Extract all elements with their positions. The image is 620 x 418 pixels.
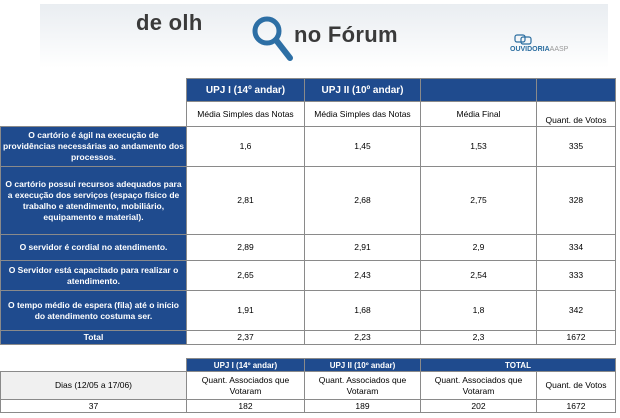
sub-header: Média Simples das Notas bbox=[186, 101, 305, 127]
logo-text-part2: no Fórum bbox=[294, 22, 398, 47]
value-cell: 1,8 bbox=[420, 290, 537, 331]
table-row: O Servidor está capacitado para realizar… bbox=[0, 260, 616, 291]
ouvidoria-text: OUVIDORIA bbox=[510, 46, 550, 53]
value-cell: 2,54 bbox=[420, 260, 537, 291]
value-cell: 37 bbox=[0, 399, 187, 413]
speech-bubble-icon bbox=[514, 34, 532, 45]
sub-header: Quant. de Votos bbox=[536, 101, 616, 127]
table-row: O cartório é ágil na execução de providê… bbox=[0, 126, 616, 167]
question-label: O cartório é ágil na execução de providê… bbox=[0, 126, 187, 167]
value-cell: 333 bbox=[536, 260, 616, 291]
sub-header: Quant. de Votos bbox=[535, 371, 617, 400]
value-cell: 334 bbox=[536, 234, 616, 261]
col-header-upj2: UPJ II (10º andar) bbox=[304, 78, 421, 102]
total-label: Total bbox=[0, 330, 187, 345]
value-cell: 2,68 bbox=[304, 166, 421, 235]
ouvidoria-logo: OUVIDORIAAASP bbox=[510, 46, 568, 53]
total-value: 2,37 bbox=[186, 330, 305, 345]
table-row: O servidor é cordial no atendimento. 2,8… bbox=[0, 234, 616, 261]
sub-header: Quant. Associados que Votaram bbox=[186, 371, 305, 400]
empty-corner bbox=[0, 358, 187, 372]
question-label: O servidor é cordial no atendimento. bbox=[0, 234, 187, 261]
question-label: O Servidor está capacitado para realizar… bbox=[0, 260, 187, 291]
value-cell: 189 bbox=[304, 399, 421, 413]
col-header-blank bbox=[420, 78, 537, 102]
table-row: O cartório possui recursos adequados par… bbox=[0, 166, 616, 235]
value-cell: 1,6 bbox=[186, 126, 305, 167]
value-cell: 328 bbox=[536, 166, 616, 235]
col-header-upj2: UPJ II (10º andar) bbox=[304, 358, 421, 372]
logo-text-part1: de olh bbox=[136, 10, 203, 35]
empty-corner bbox=[0, 101, 187, 127]
value-cell: 335 bbox=[536, 126, 616, 167]
question-label: O cartório possui recursos adequados par… bbox=[0, 166, 187, 235]
total-value: 2,3 bbox=[420, 330, 537, 345]
total-row: Total 2,37 2,23 2,3 1672 bbox=[0, 330, 616, 345]
sub-header: Média Final bbox=[420, 101, 537, 127]
value-cell: 342 bbox=[536, 290, 616, 331]
col-header-upj1: UPJ I (14º andar) bbox=[186, 78, 305, 102]
empty-corner bbox=[0, 78, 187, 102]
value-cell: 2,75 bbox=[420, 166, 537, 235]
value-cell: 1672 bbox=[535, 399, 617, 413]
value-cell: 2,91 bbox=[304, 234, 421, 261]
value-cell: 182 bbox=[186, 399, 305, 413]
value-cell: 1,53 bbox=[420, 126, 537, 167]
sub-header: Quant. Associados que Votaram bbox=[304, 371, 421, 400]
ouvidoria-suffix: AASP bbox=[549, 46, 569, 53]
header-banner bbox=[40, 4, 608, 68]
evaluation-table: UPJ I (14º andar) UPJ II (10º andar) Méd… bbox=[0, 78, 616, 345]
value-cell: 2,89 bbox=[186, 234, 305, 261]
magnifier-icon bbox=[252, 16, 293, 61]
value-cell: 1,68 bbox=[304, 290, 421, 331]
col-header-blank bbox=[536, 78, 616, 102]
col-header-total: TOTAL bbox=[419, 358, 617, 372]
table-row: O tempo médio de espera (fila) até o iní… bbox=[0, 290, 616, 331]
value-cell: 202 bbox=[420, 399, 537, 413]
votes-table: UPJ I (14º andar) UPJ II (10º andar) TOT… bbox=[0, 358, 617, 413]
table-row: 37 182 189 202 1672 bbox=[0, 399, 617, 413]
sub-header: Quant. Associados que Votaram bbox=[420, 371, 537, 400]
value-cell: 2,81 bbox=[186, 166, 305, 235]
question-label: O tempo médio de espera (fila) até o iní… bbox=[0, 290, 187, 331]
total-value: 2,23 bbox=[304, 330, 421, 345]
value-cell: 1,45 bbox=[304, 126, 421, 167]
period-label: Dias (12/05 a 17/06) bbox=[0, 371, 187, 400]
total-value: 1672 bbox=[536, 330, 616, 345]
sub-header: Média Simples das Notas bbox=[304, 101, 421, 127]
value-cell: 1,91 bbox=[186, 290, 305, 331]
col-header-upj1: UPJ I (14º andar) bbox=[186, 358, 305, 372]
value-cell: 2,43 bbox=[304, 260, 421, 291]
value-cell: 2,65 bbox=[186, 260, 305, 291]
value-cell: 2,9 bbox=[420, 234, 537, 261]
